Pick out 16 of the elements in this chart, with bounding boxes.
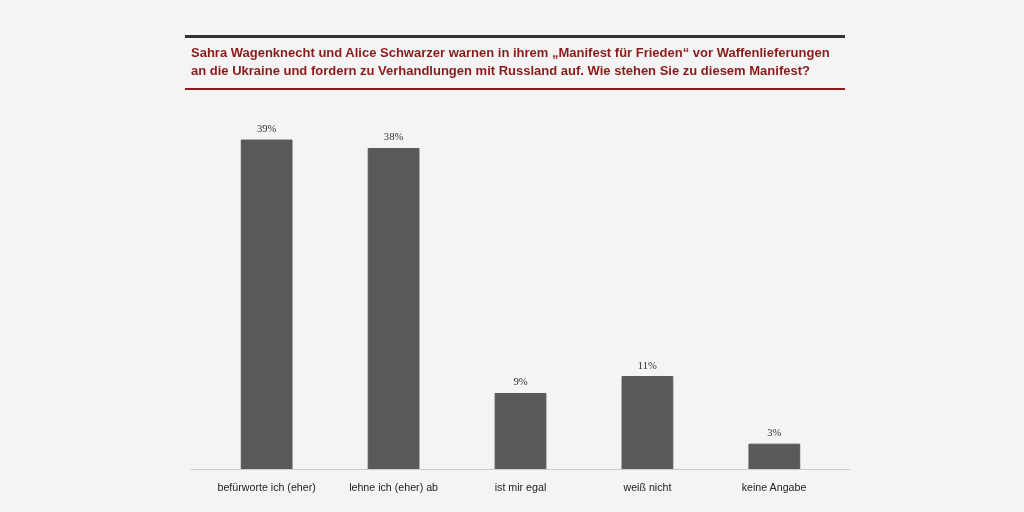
data-label: 39% <box>256 123 277 135</box>
bar <box>240 139 293 470</box>
chart-title: Sahra Wagenknecht und Alice Schwarzer warnen in ihrem „Manifest für Frieden“ vor Waffenlieferungen an die Ukraine und fordern zu Verhandlungen mit Russland auf. Wie stehen Sie zu diesem Manifest? <box>191 44 831 81</box>
data-label: 9% <box>513 376 528 388</box>
bar <box>748 444 801 470</box>
bar <box>621 376 674 470</box>
bar <box>494 393 547 470</box>
x-tick-label: weiß nicht <box>622 480 672 493</box>
data-label: 3% <box>767 427 782 439</box>
data-label: 11% <box>637 359 658 371</box>
x-tick-label: befürworte ich (eher) <box>217 480 316 493</box>
x-tick-label: keine Angabe <box>741 480 807 493</box>
x-tick-label: lehne ich (eher) ab <box>349 480 439 493</box>
data-label: 38% <box>383 131 404 143</box>
bar <box>367 148 420 470</box>
x-tick-label: ist mir egal <box>494 480 547 493</box>
